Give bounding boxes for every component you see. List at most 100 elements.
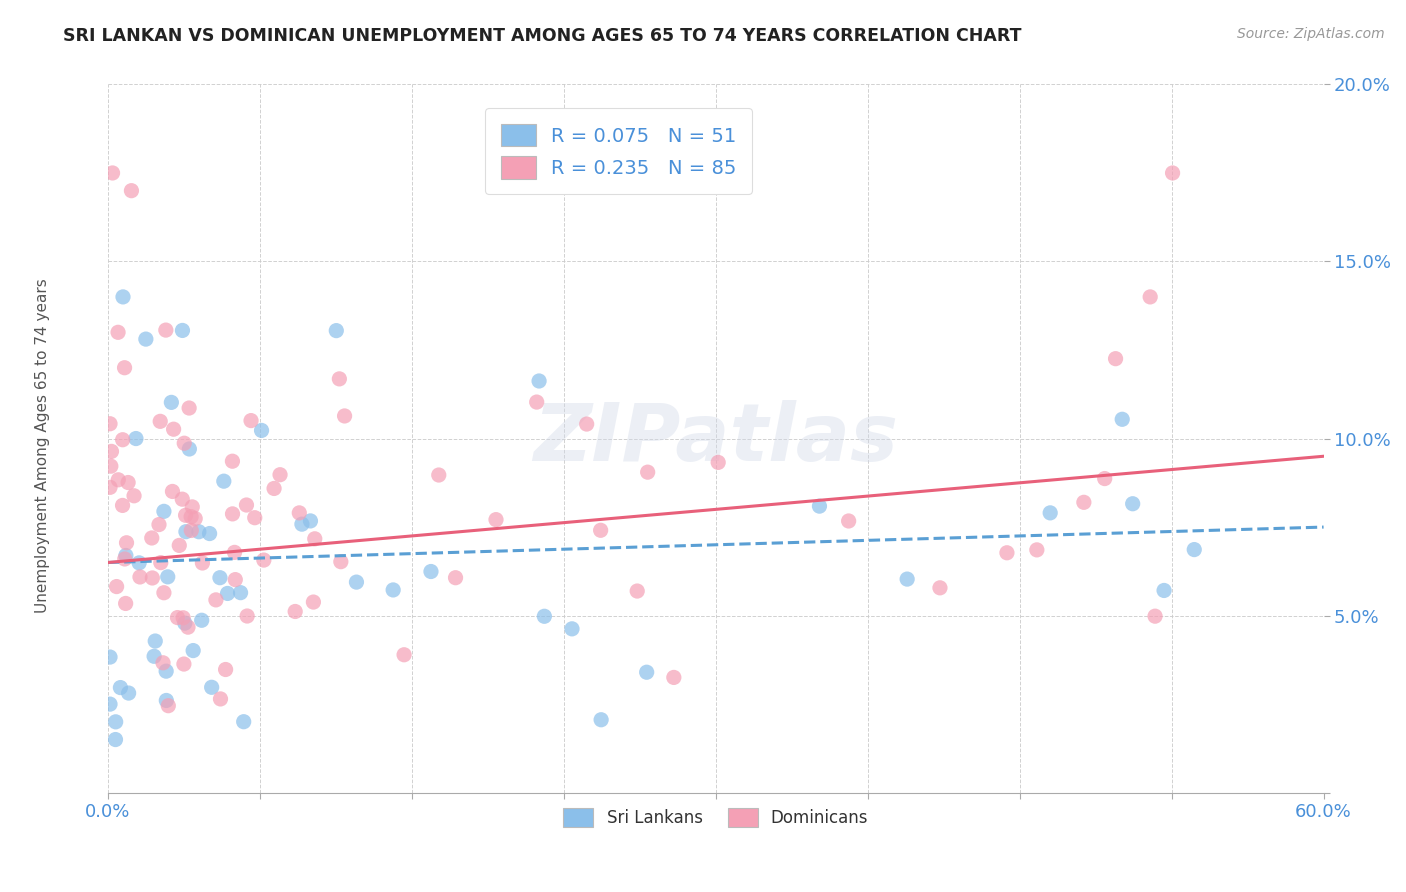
Point — [995, 546, 1018, 560]
Point — [152, 656, 174, 670]
Point — [105, 580, 128, 594]
Point — [229, 585, 252, 599]
Point — [637, 465, 659, 479]
Point — [205, 593, 228, 607]
Point — [172, 492, 194, 507]
Point — [172, 611, 194, 625]
Point — [122, 489, 145, 503]
Point — [444, 571, 467, 585]
Point — [1144, 609, 1167, 624]
Point — [173, 616, 195, 631]
Point — [707, 455, 730, 469]
Point — [111, 290, 134, 304]
Point — [896, 572, 918, 586]
Point — [1104, 351, 1126, 366]
Point — [111, 433, 134, 447]
Point — [420, 565, 443, 579]
Point — [236, 609, 259, 624]
Point — [299, 514, 322, 528]
Point — [174, 524, 197, 539]
Point — [209, 692, 232, 706]
Point — [217, 586, 239, 600]
Point — [98, 650, 121, 665]
Point — [141, 571, 163, 585]
Point — [149, 556, 172, 570]
Point — [288, 506, 311, 520]
Point — [1122, 497, 1144, 511]
Point — [291, 517, 314, 532]
Point — [98, 417, 121, 431]
Point — [141, 531, 163, 545]
Point — [166, 610, 188, 624]
Point — [201, 681, 224, 695]
Point — [253, 553, 276, 567]
Point — [527, 374, 550, 388]
Point — [302, 595, 325, 609]
Point — [1039, 506, 1062, 520]
Point — [101, 166, 124, 180]
Point — [98, 697, 121, 711]
Point — [1139, 290, 1161, 304]
Point — [177, 620, 200, 634]
Point — [184, 511, 207, 525]
Point — [167, 538, 190, 552]
Point — [143, 634, 166, 648]
Point — [190, 613, 212, 627]
Point — [172, 323, 194, 337]
Point — [155, 664, 177, 678]
Text: Unemployment Among Ages 65 to 74 years: Unemployment Among Ages 65 to 74 years — [35, 278, 49, 614]
Point — [162, 484, 184, 499]
Point — [561, 622, 583, 636]
Point — [214, 663, 236, 677]
Point — [626, 584, 648, 599]
Point — [263, 482, 285, 496]
Point — [160, 395, 183, 409]
Point — [589, 524, 612, 538]
Point — [427, 468, 450, 483]
Text: SRI LANKAN VS DOMINICAN UNEMPLOYMENT AMONG AGES 65 TO 74 YEARS CORRELATION CHART: SRI LANKAN VS DOMINICAN UNEMPLOYMENT AMO… — [63, 27, 1022, 45]
Point — [235, 498, 257, 512]
Point — [575, 417, 598, 431]
Point — [98, 480, 121, 494]
Point — [224, 545, 246, 559]
Text: ZIPatlas: ZIPatlas — [533, 400, 898, 477]
Point — [157, 698, 180, 713]
Point — [526, 395, 548, 409]
Point — [173, 436, 195, 450]
Point — [114, 360, 136, 375]
Point — [104, 732, 127, 747]
Point — [269, 467, 291, 482]
Point — [325, 324, 347, 338]
Point — [212, 474, 235, 488]
Point — [135, 332, 157, 346]
Point — [221, 454, 243, 468]
Point — [111, 499, 134, 513]
Point — [929, 581, 952, 595]
Point — [125, 432, 148, 446]
Text: Source: ZipAtlas.com: Source: ZipAtlas.com — [1237, 27, 1385, 41]
Point — [1073, 495, 1095, 509]
Point — [174, 508, 197, 523]
Point — [114, 597, 136, 611]
Point — [333, 409, 356, 423]
Point — [240, 414, 263, 428]
Point — [180, 524, 202, 538]
Point — [180, 509, 202, 524]
Point — [187, 524, 209, 539]
Point — [173, 657, 195, 671]
Point — [117, 475, 139, 490]
Point — [117, 686, 139, 700]
Point — [1153, 583, 1175, 598]
Point — [107, 326, 129, 340]
Point — [191, 556, 214, 570]
Point — [232, 714, 254, 729]
Point — [198, 526, 221, 541]
Point — [808, 499, 831, 513]
Point — [208, 571, 231, 585]
Point — [104, 714, 127, 729]
Point — [115, 549, 138, 563]
Point — [382, 582, 405, 597]
Legend: Sri Lankans, Dominicans: Sri Lankans, Dominicans — [557, 801, 875, 834]
Point — [179, 442, 201, 456]
Point — [129, 570, 152, 584]
